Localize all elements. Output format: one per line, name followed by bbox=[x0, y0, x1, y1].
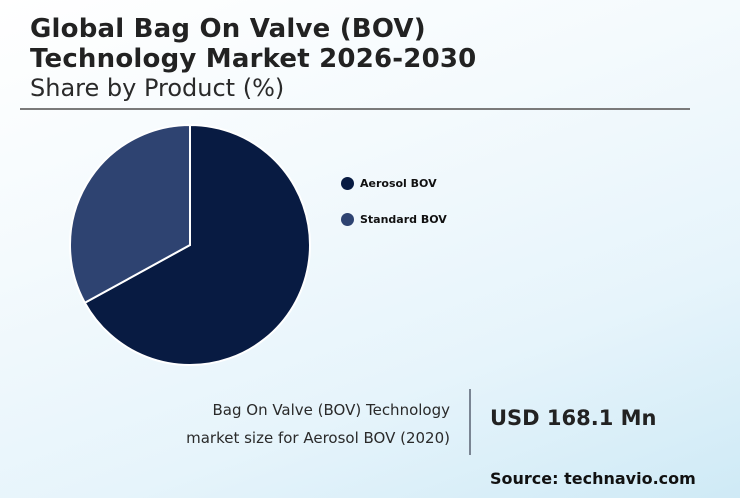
header-divider bbox=[20, 108, 690, 110]
chart-title: Global Bag On Valve (BOV) Technology Mar… bbox=[30, 14, 476, 74]
pie-chart bbox=[69, 123, 311, 366]
market-size-label-line-1: Bag On Valve (BOV) Technology bbox=[212, 401, 450, 419]
title-line-1: Global Bag On Valve (BOV) bbox=[30, 14, 426, 44]
market-size-label: Bag On Valve (BOV) Technology market siz… bbox=[150, 396, 450, 452]
legend-item-aerosol-bov: Aerosol BOV bbox=[341, 175, 447, 191]
chart-subtitle: Share by Product (%) bbox=[30, 74, 285, 102]
legend-item-standard-bov: Standard BOV bbox=[341, 211, 447, 227]
pie-slice-standard-bov bbox=[69, 123, 191, 305]
market-size-label-line-2: market size for Aerosol BOV (2020) bbox=[186, 429, 450, 447]
market-size-value: USD 168.1 Mn bbox=[490, 406, 657, 430]
legend-label: Standard BOV bbox=[360, 212, 447, 226]
chart-legend: Aerosol BOV Standard BOV bbox=[341, 175, 447, 247]
source-credit: Source: technavio.com bbox=[490, 469, 696, 488]
legend-dot-icon bbox=[341, 212, 354, 226]
stat-divider bbox=[469, 389, 471, 455]
legend-label: Aerosol BOV bbox=[360, 176, 437, 190]
legend-dot-icon bbox=[341, 176, 354, 190]
pie-slice-aerosol-bov bbox=[83, 123, 311, 366]
title-line-2: Technology Market 2026-2030 bbox=[30, 44, 477, 74]
